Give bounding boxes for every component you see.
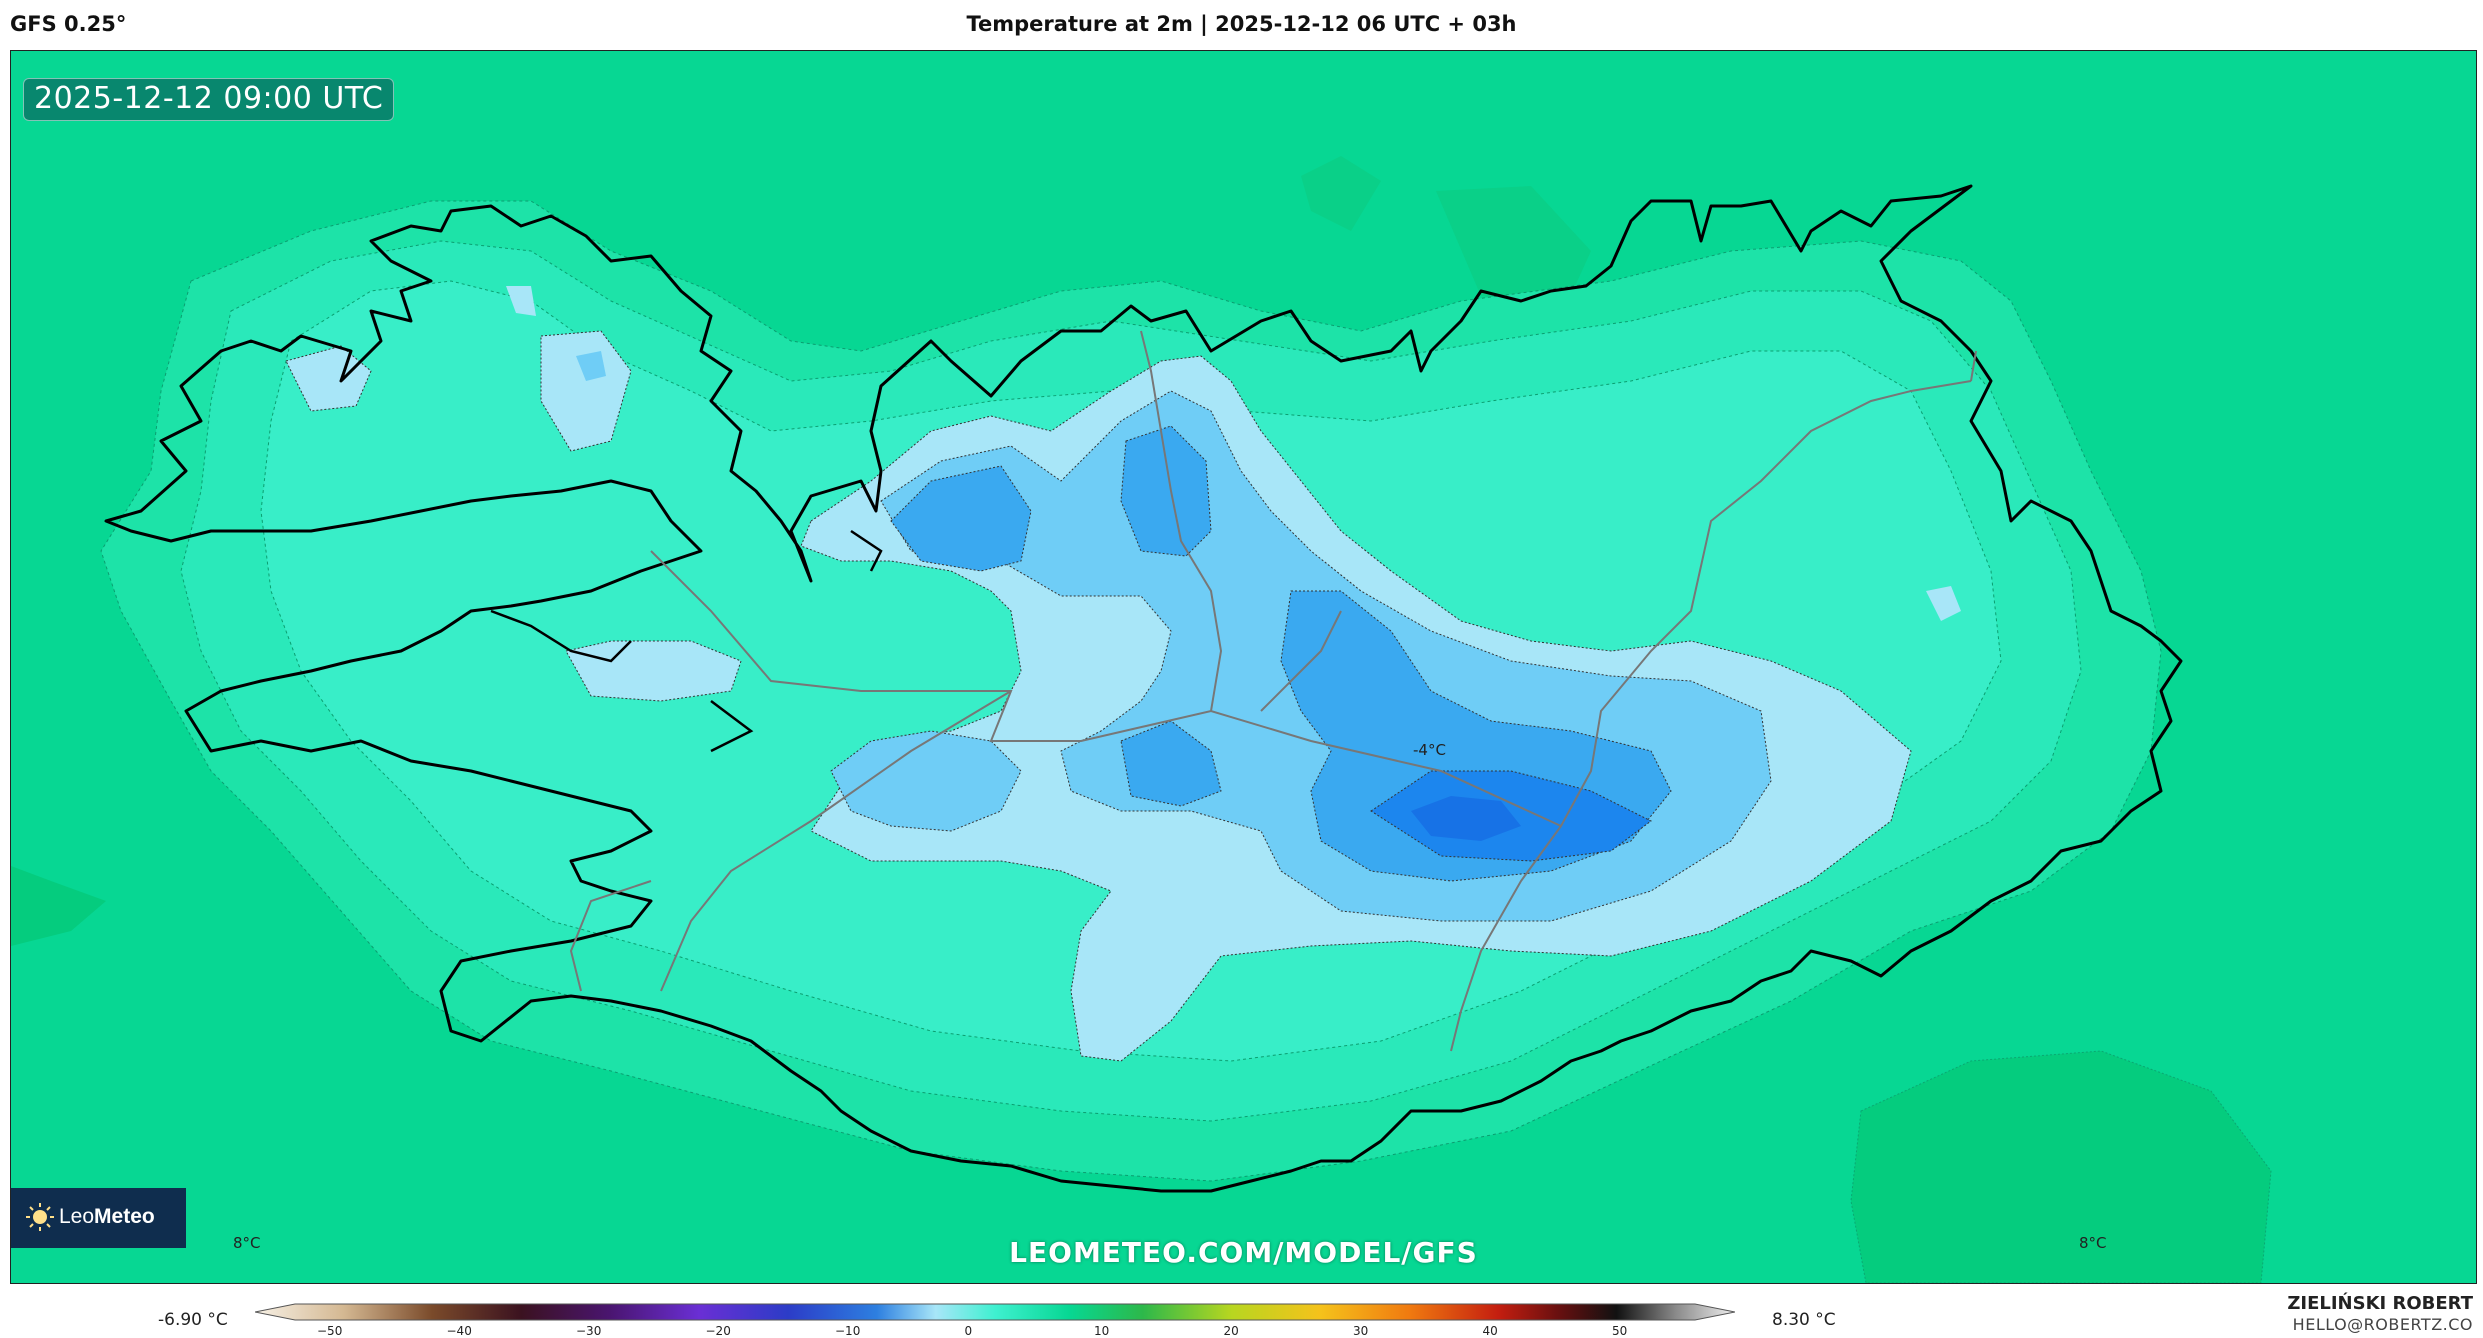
coastline bbox=[104, 184, 2183, 1193]
temp-label-bottom-right: 8°C bbox=[2079, 1234, 2107, 1252]
cold-nw-1 bbox=[285, 345, 372, 412]
cold-interior-deep bbox=[890, 465, 1032, 572]
cold-east-small bbox=[1926, 586, 1961, 621]
colorbar-tick-label: −10 bbox=[835, 1324, 861, 1338]
map-panel: 2025-12-12 09:00 UTC -4°C 8°C 8°C LeoMet… bbox=[10, 50, 2477, 1284]
cold-core-inner bbox=[1411, 796, 1521, 841]
cold-interior-deep-2 bbox=[1120, 425, 1212, 557]
header-bar: GFS 0.25° Temperature at 2m | 2025-12-12… bbox=[0, 0, 2483, 50]
sun-icon bbox=[26, 1203, 54, 1231]
author-email: HELLO@ROBERTZ.CO bbox=[2292, 1315, 2473, 1334]
warm-patch-sw bbox=[11, 866, 106, 946]
watermark-url: LEOMETEO.COM/MODEL/GFS bbox=[1009, 1236, 1478, 1269]
leometeo-logo[interactable]: LeoMeteo bbox=[11, 1188, 186, 1248]
temperature-map bbox=[11, 51, 2476, 1283]
colorbar-tick-label: 10 bbox=[1094, 1324, 1110, 1338]
colorbar-tick-label: 30 bbox=[1353, 1324, 1369, 1338]
cold-nw-2 bbox=[540, 330, 632, 452]
colorbar-tick-label: 40 bbox=[1482, 1324, 1498, 1338]
author-name: ZIELIŃSKI ROBERT bbox=[2287, 1293, 2473, 1314]
map-title: Temperature at 2m | 2025-12-12 06 UTC + … bbox=[966, 12, 1517, 36]
colorbar-tick-label: −30 bbox=[576, 1324, 602, 1338]
min-value-label: -6.90 °C bbox=[158, 1310, 228, 1330]
colorbar-tick-label: 0 bbox=[964, 1324, 973, 1338]
model-label: GFS 0.25° bbox=[10, 12, 127, 36]
cold-west bbox=[565, 640, 742, 702]
logo-text: LeoMeteo bbox=[59, 1205, 155, 1229]
cold-interior-west bbox=[830, 730, 1022, 832]
logo-text-light: Leo bbox=[59, 1205, 95, 1228]
max-value-label: 8.30 °C bbox=[1772, 1310, 1836, 1330]
colorbar-tick-label: −20 bbox=[705, 1324, 731, 1338]
warm-patch-se bbox=[1850, 1050, 2272, 1283]
cold-nw-4 bbox=[506, 286, 536, 316]
region-boundaries bbox=[569, 330, 1977, 1052]
colorbar-tick-label: 50 bbox=[1612, 1324, 1628, 1338]
fjord-detail bbox=[490, 529, 883, 753]
cool-patch-north bbox=[1301, 156, 1381, 231]
temp-label-center: -4°C bbox=[1413, 741, 1446, 759]
logo-text-bold: Meteo bbox=[94, 1205, 155, 1228]
cool-patch-northeast bbox=[1436, 186, 1591, 306]
colorbar-tick-label: −40 bbox=[446, 1324, 472, 1338]
valid-time-badge: 2025-12-12 09:00 UTC bbox=[23, 78, 395, 121]
colorbar-tick-label: 20 bbox=[1223, 1324, 1239, 1338]
temp-label-bottom-left: 8°C bbox=[233, 1234, 261, 1252]
colorbar bbox=[255, 1303, 1735, 1321]
colorbar-tick-label: −50 bbox=[317, 1324, 343, 1338]
colorbar-section: -6.90 °C bbox=[0, 1285, 2483, 1338]
cold-nw-3 bbox=[576, 351, 606, 381]
